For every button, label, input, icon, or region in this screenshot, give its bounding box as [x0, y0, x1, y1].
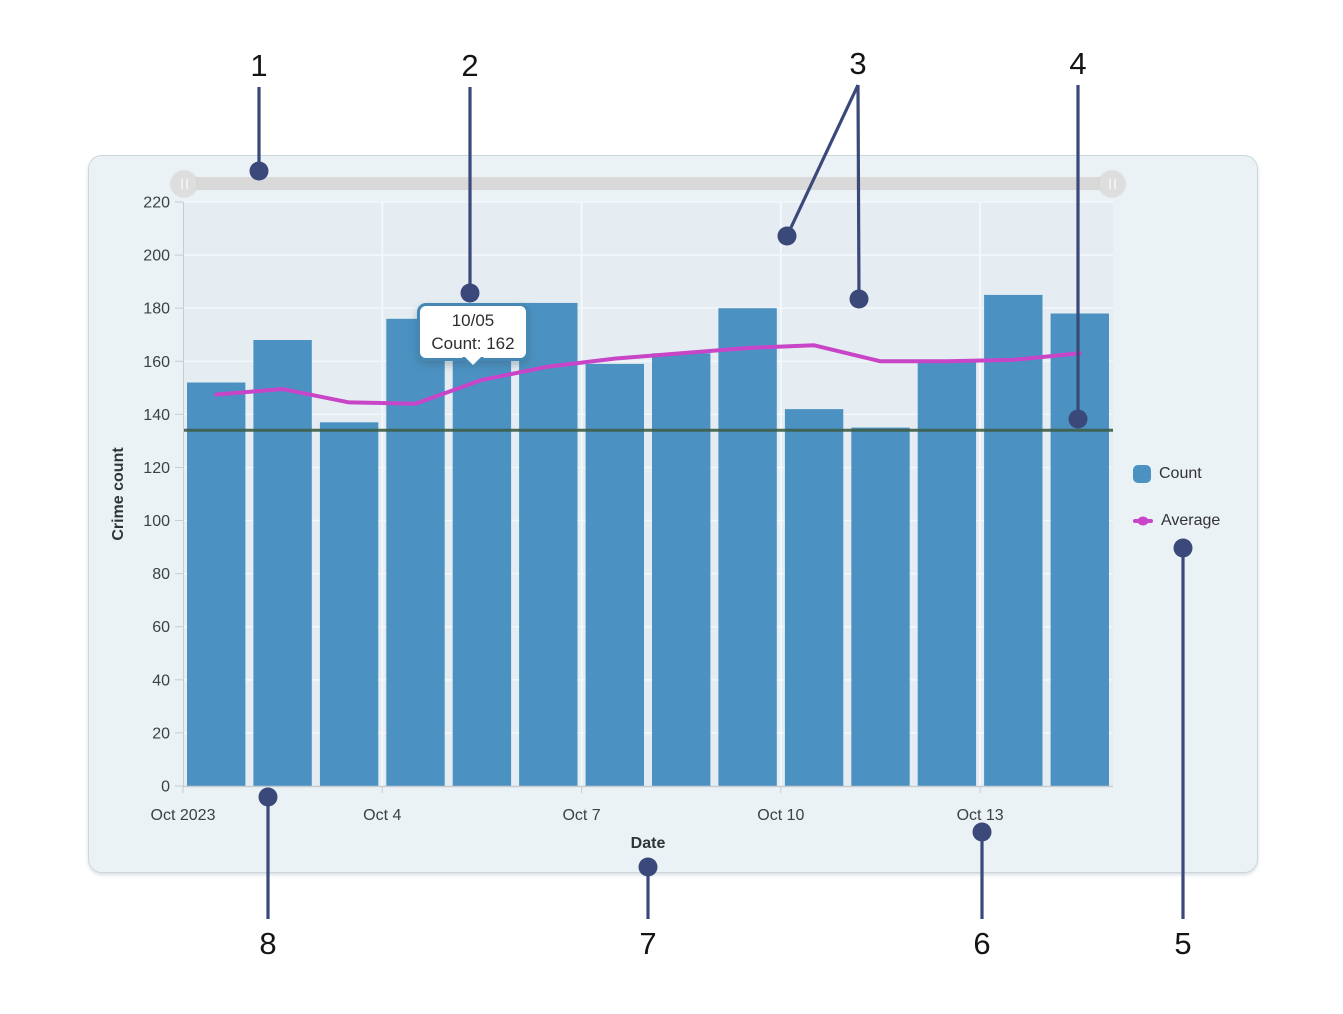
legend-item-average[interactable]: Average — [1133, 512, 1220, 530]
tooltip-date: 10/05 — [451, 311, 495, 330]
bar-oct-7[interactable] — [585, 363, 644, 786]
annotation-number-7: 7 — [639, 926, 656, 961]
bar-oct-10[interactable] — [784, 409, 844, 786]
time-slider-right-handle[interactable] — [1099, 171, 1125, 197]
y-tick-label: 60 — [152, 619, 170, 636]
callout-dot-5 — [1173, 538, 1193, 558]
annotation-number-5: 5 — [1174, 926, 1191, 961]
average-line-series — [214, 343, 1082, 406]
callout-dot-1 — [249, 161, 269, 181]
x-axis-title: Date — [630, 835, 666, 852]
annotation-number-4: 4 — [1069, 46, 1086, 81]
callout-dot-8 — [258, 787, 278, 807]
annotation-number-3: 3 — [849, 46, 866, 81]
callout-line-3 — [856, 84, 861, 300]
y-tick-label: 120 — [143, 460, 170, 477]
bar-oct-6[interactable] — [519, 302, 578, 786]
callout-dot-3 — [849, 289, 869, 309]
legend-label-average: Average — [1161, 512, 1221, 529]
y-tick-label: 220 — [143, 195, 170, 212]
callout-dot-4 — [1068, 409, 1088, 429]
chart-legend: Count Average — [1133, 465, 1220, 530]
bar-oct-13[interactable] — [984, 294, 1043, 786]
time-slider-track[interactable] — [183, 177, 1113, 190]
bar-oct-1[interactable] — [187, 382, 246, 787]
annotation-number-2: 2 — [461, 48, 478, 83]
y-tick-label: 20 — [152, 725, 170, 742]
bar-oct-14[interactable] — [1050, 313, 1109, 787]
annotation-number-8: 8 — [259, 926, 276, 961]
legend-label-count: Count — [1159, 465, 1202, 482]
y-axis-title: Crime count — [110, 447, 127, 541]
count-swatch-icon — [1133, 465, 1151, 483]
y-tick-label: 200 — [143, 248, 170, 265]
grip-pause-icon — [180, 179, 188, 189]
count-bar-series — [187, 294, 1109, 787]
y-tick-label: 100 — [143, 513, 170, 530]
callout-dot-7 — [638, 857, 658, 877]
annotation-callouts: 1 2 3 4 5 6 7 8 — [249, 46, 1193, 961]
bar-oct-12[interactable] — [917, 361, 977, 786]
y-tick-label: 140 — [143, 407, 170, 424]
x-tick-label: Oct 13 — [957, 807, 1004, 824]
callout-dot-3 — [777, 226, 797, 246]
chart-tooltip: 10/05 Count: 162 — [417, 303, 529, 361]
callout-line-3 — [785, 84, 860, 237]
y-axis-tick-labels: 0 20 40 60 80 100 120 140 160 180 200 220 — [143, 195, 183, 796]
y-tick-label: 180 — [143, 301, 170, 318]
x-tick-label: Oct 7 — [562, 807, 600, 824]
y-tick-label: 0 — [161, 779, 170, 796]
bar-oct-9[interactable] — [718, 308, 777, 786]
y-tick-label: 160 — [143, 354, 170, 371]
y-tick-label: 80 — [152, 566, 170, 583]
bar-oct-8[interactable] — [652, 353, 711, 786]
y-tick-label: 40 — [152, 672, 170, 689]
callout-dot-6 — [972, 822, 992, 842]
bar-oct-2[interactable] — [253, 340, 312, 786]
time-slider-left-handle[interactable] — [171, 171, 197, 197]
axes — [183, 202, 1113, 788]
x-tick-label: Oct 2023 — [151, 807, 216, 824]
bar-oct-4[interactable] — [386, 318, 445, 786]
annotation-number-6: 6 — [973, 926, 990, 961]
callout-dot-2 — [460, 283, 480, 303]
grip-pause-icon — [1108, 179, 1116, 189]
tooltip-value: Count: 162 — [431, 334, 515, 353]
bar-oct-3[interactable] — [319, 422, 379, 786]
legend-item-count[interactable]: Count — [1133, 465, 1220, 483]
annotation-number-1: 1 — [250, 48, 267, 83]
x-tick-label: Oct 10 — [757, 807, 804, 824]
bar-oct-11[interactable] — [851, 427, 910, 786]
bar-oct-5[interactable] — [452, 356, 512, 786]
x-tick-label: Oct 4 — [363, 807, 401, 824]
x-axis-tick-labels: Oct 2023 Oct 4 Oct 7 Oct 10 Oct 13 — [151, 786, 1004, 824]
average-swatch-icon — [1133, 516, 1153, 526]
